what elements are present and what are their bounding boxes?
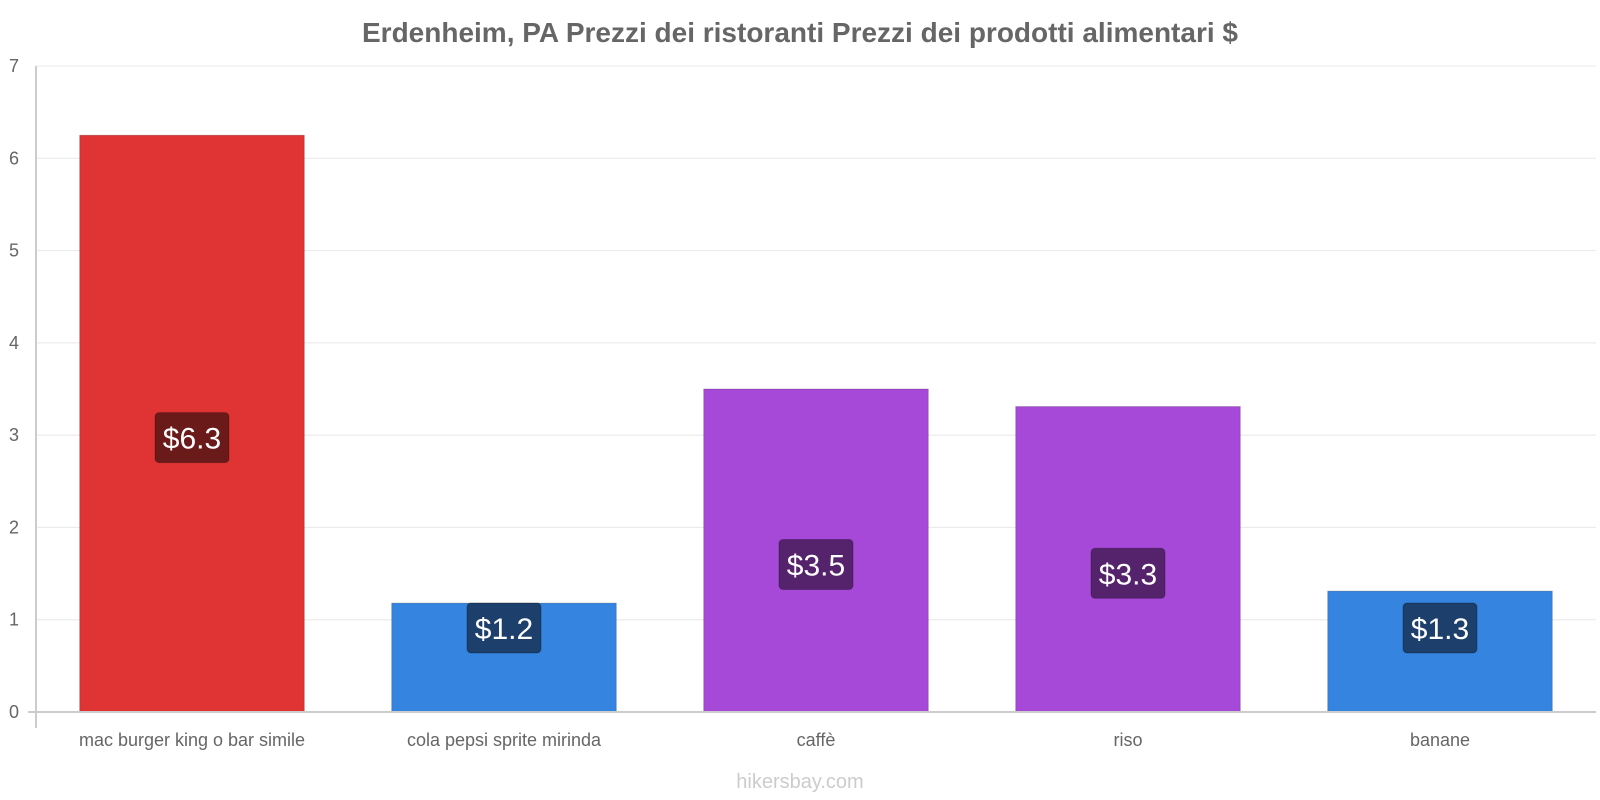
category-label: caffè	[797, 730, 836, 750]
value-label-background	[466, 602, 542, 654]
y-tick-label: 3	[9, 425, 19, 445]
x-axis-labels: mac burger king o bar simile cola pepsi s…	[79, 730, 1470, 750]
value-label-text: $3.3	[1099, 558, 1157, 591]
value-label: $3.3	[1090, 547, 1166, 599]
bars	[79, 134, 1553, 713]
category-label: banane	[1410, 730, 1470, 750]
value-label-background	[1402, 602, 1478, 654]
value-label: $3.5	[778, 539, 854, 590]
value-labels: $6.3 $1.2 $3.5 $3.3 $1.3	[154, 412, 1478, 654]
value-label-text: $1.3	[1411, 613, 1469, 646]
category-label: riso	[1113, 730, 1142, 750]
category-label: cola pepsi sprite mirinda	[407, 730, 602, 750]
value-label-background	[154, 412, 230, 464]
y-tick-label: 2	[9, 517, 19, 537]
chart-title: Erdenheim, PA Prezzi dei ristoranti Prez…	[362, 17, 1238, 48]
y-axis-ticks: 0 1 2 3 4 5 6 7	[9, 56, 19, 722]
value-label: $1.3	[1402, 602, 1478, 654]
value-label-text: $1.2	[475, 613, 533, 646]
watermark: hikersbay.com	[736, 771, 863, 793]
axes	[28, 66, 1596, 728]
y-tick-label: 5	[9, 241, 19, 261]
category-label: mac burger king o bar simile	[79, 730, 305, 750]
value-label-background	[778, 539, 854, 590]
value-label-text: $6.3	[163, 423, 221, 456]
value-label: $6.3	[154, 412, 230, 464]
y-tick-label: 1	[9, 610, 19, 630]
y-tick-label: 6	[9, 148, 19, 168]
value-label: $1.2	[466, 602, 542, 654]
value-label-text: $3.5	[787, 550, 845, 583]
y-tick-label: 0	[9, 702, 19, 722]
value-label-background	[1090, 547, 1166, 599]
y-tick-label: 4	[9, 333, 19, 353]
y-tick-label: 7	[9, 56, 19, 76]
